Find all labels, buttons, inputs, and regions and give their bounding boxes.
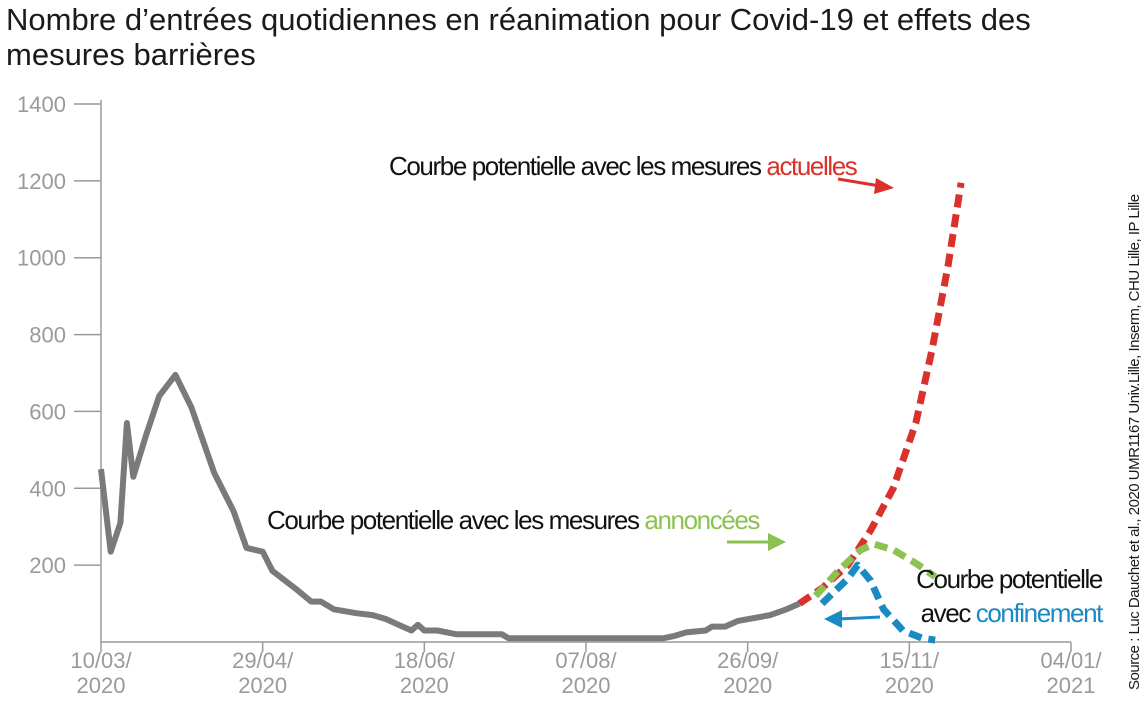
annotation-lockdown-line2: avec confinement xyxy=(921,598,1105,628)
axes: 20040060080010001200140010/03/202029/04/… xyxy=(17,92,1102,698)
annotations: Courbe potentielle avec les mesures actu… xyxy=(267,151,1106,628)
x-tick-label-year: 2020 xyxy=(885,673,934,698)
arrow-announced xyxy=(727,533,786,551)
series-group xyxy=(98,182,965,644)
arrow-current xyxy=(837,177,894,194)
x-tick-label-year: 2020 xyxy=(562,673,611,698)
x-tick-label: 26/09/ xyxy=(717,648,779,673)
annotation-current-measures: Courbe potentielle avec les mesures actu… xyxy=(389,151,858,181)
y-tick-label: 400 xyxy=(29,476,66,501)
y-tick-label: 600 xyxy=(29,399,66,424)
x-tick-label-year: 2021 xyxy=(1047,673,1096,698)
annotation-announced-measures: Courbe potentielle avec les mesures anno… xyxy=(267,505,760,535)
source-note: Source : Luc Dauchet et al., 2020 UMR116… xyxy=(1126,194,1143,690)
x-tick-label-year: 2020 xyxy=(723,673,772,698)
x-tick-label-year: 2020 xyxy=(400,673,449,698)
x-tick-label: 15/11/ xyxy=(880,648,940,673)
annotation-lockdown-line1: Courbe potentielle xyxy=(916,564,1103,594)
x-tick-label: 04/01/ xyxy=(1040,648,1102,673)
x-tick-label: 29/04/ xyxy=(232,648,294,673)
chart-title: Nombre d’entrées quotidiennes en réanima… xyxy=(6,2,1031,72)
y-tick-label: 1400 xyxy=(17,92,66,117)
annotation-current-highlight: actuelles xyxy=(766,151,857,181)
series-line-current-measures xyxy=(797,182,965,607)
x-tick-label: 07/08/ xyxy=(555,648,617,673)
x-tick-label: 10/03/ xyxy=(70,648,132,673)
series-line-lockdown xyxy=(819,561,936,644)
arrow-lockdown xyxy=(824,610,881,628)
x-tick-label-year: 2020 xyxy=(238,673,287,698)
series-line-announced-measures xyxy=(813,540,938,599)
y-tick-label: 800 xyxy=(29,323,66,348)
series-line-observed xyxy=(98,371,801,642)
y-tick-label: 1000 xyxy=(17,246,66,271)
y-tick-label: 200 xyxy=(29,553,66,578)
annotation-lockdown-highlight: confinement xyxy=(976,598,1104,628)
y-tick-label: 1200 xyxy=(17,169,66,194)
x-tick-label-year: 2020 xyxy=(77,673,126,698)
annotation-announced-highlight: annoncées xyxy=(644,505,760,535)
x-tick-label: 18/06/ xyxy=(394,648,456,673)
